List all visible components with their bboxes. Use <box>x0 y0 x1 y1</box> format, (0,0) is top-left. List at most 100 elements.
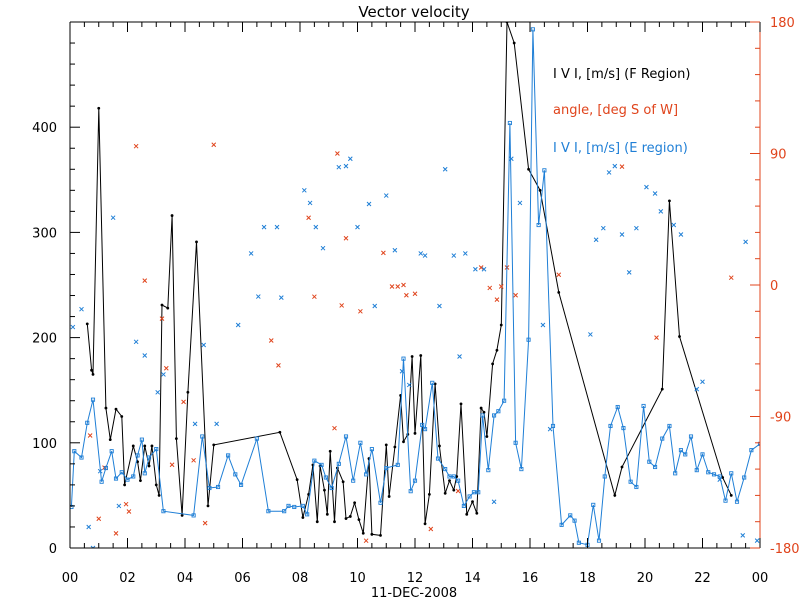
y-left-tick-label: 200 <box>32 332 57 347</box>
data-point <box>143 444 147 448</box>
data-point <box>423 427 428 432</box>
data-point <box>235 322 241 328</box>
data-point <box>729 494 733 497</box>
data-point <box>154 483 158 487</box>
data-point <box>527 167 530 171</box>
data-point <box>163 365 169 371</box>
data-point <box>109 449 114 454</box>
data-point <box>85 322 89 326</box>
data-point <box>486 468 491 473</box>
data-point <box>754 538 760 543</box>
data-point <box>479 406 483 410</box>
y-left-tick-label: 400 <box>32 121 57 136</box>
data-point <box>301 516 305 519</box>
data-point <box>673 471 678 476</box>
data-point <box>428 526 434 532</box>
data-point <box>254 436 259 441</box>
data-point <box>295 478 299 482</box>
data-point <box>507 120 512 126</box>
data-point <box>161 372 166 377</box>
data-point <box>559 522 564 527</box>
data-point <box>97 468 103 474</box>
data-point <box>384 465 389 471</box>
data-point <box>90 545 96 548</box>
data-point <box>613 494 617 497</box>
data-point <box>70 324 76 330</box>
data-point <box>494 297 500 302</box>
data-point <box>363 538 369 544</box>
data-point <box>364 472 369 477</box>
data-point <box>723 498 728 503</box>
data-point <box>123 501 129 507</box>
data-point <box>721 476 725 479</box>
data-point <box>341 480 345 484</box>
data-point <box>536 222 541 228</box>
data-point <box>186 390 190 394</box>
data-point <box>634 484 639 490</box>
data-point <box>336 461 341 466</box>
data-point <box>226 453 231 458</box>
data-point <box>576 540 581 545</box>
data-point <box>312 294 317 300</box>
data-point <box>480 413 485 418</box>
data-point <box>174 437 178 440</box>
data-point <box>641 403 646 409</box>
data-point <box>608 423 613 429</box>
data-point <box>749 448 754 453</box>
x-tick-label: 18 <box>579 571 596 586</box>
data-point <box>339 303 345 308</box>
data-point <box>278 430 282 434</box>
data-point <box>419 354 423 357</box>
data-point <box>361 531 365 535</box>
data-point <box>142 471 147 476</box>
x-tick-label: 16 <box>522 571 539 586</box>
data-point <box>471 500 474 504</box>
data-point <box>206 504 210 508</box>
data-point <box>443 467 448 472</box>
x-tick-label: 00 <box>62 571 79 586</box>
data-point <box>418 251 424 256</box>
y-left-tick-label: 100 <box>32 437 57 452</box>
data-point <box>621 426 626 431</box>
data-point <box>274 224 280 230</box>
data-point <box>372 303 378 309</box>
data-point <box>180 513 184 517</box>
data-point <box>154 447 159 452</box>
data-point <box>443 491 447 495</box>
data-point <box>191 457 196 463</box>
x-tick-label: 22 <box>694 571 711 586</box>
data-point <box>612 163 618 169</box>
data-point <box>455 475 459 478</box>
series-0 <box>85 22 733 537</box>
data-point <box>395 284 401 289</box>
data-point <box>688 434 694 439</box>
data-point <box>557 290 561 294</box>
data-point <box>654 335 659 340</box>
data-point <box>399 368 405 374</box>
data-point <box>451 253 457 258</box>
x-axis-label: 11-DEC-2008 <box>371 586 457 600</box>
data-point <box>319 462 324 467</box>
data-point <box>459 402 463 406</box>
data-point <box>343 235 349 241</box>
y-right-tick-label: 180 <box>770 16 795 31</box>
data-point <box>588 332 593 337</box>
data-point <box>606 170 612 175</box>
data-point <box>526 337 531 342</box>
data-point <box>496 409 501 414</box>
data-point <box>355 224 360 230</box>
data-point <box>423 522 427 526</box>
data-point <box>556 272 562 278</box>
data-point <box>420 422 425 427</box>
data-point <box>427 492 431 496</box>
data-point <box>700 452 705 457</box>
data-point <box>320 245 326 251</box>
data-point <box>358 440 363 445</box>
data-point <box>123 483 127 487</box>
data-point <box>660 436 665 441</box>
data-point <box>647 459 652 464</box>
data-point <box>131 444 135 448</box>
data-point <box>370 532 374 536</box>
data-point <box>413 431 417 435</box>
